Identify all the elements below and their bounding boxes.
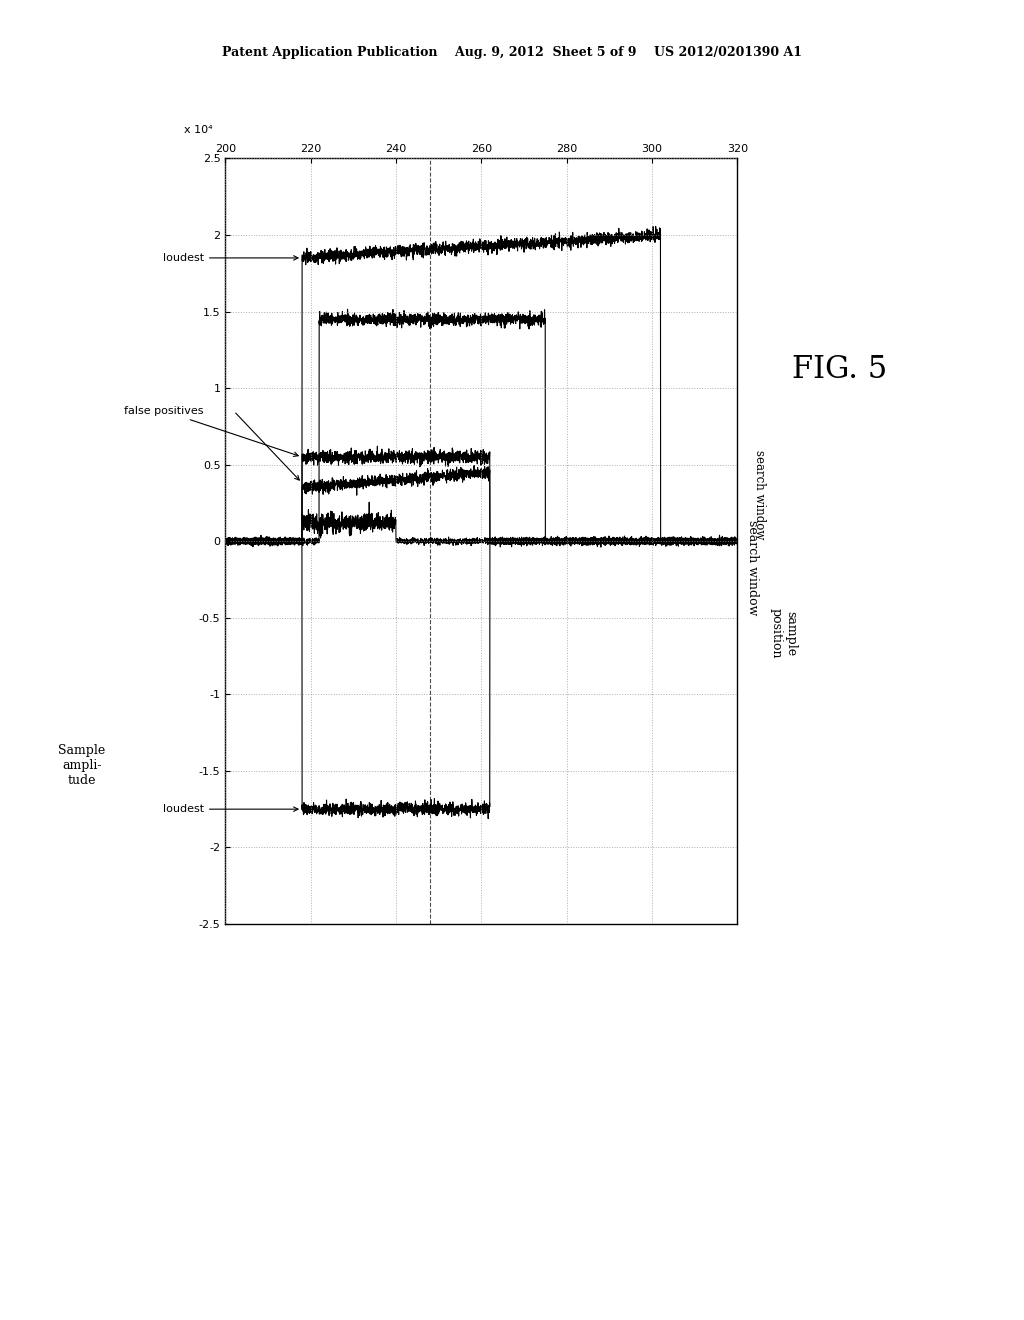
Text: loudest: loudest <box>163 253 298 263</box>
Text: sample
position: sample position <box>769 609 798 659</box>
Text: search window: search window <box>746 520 759 615</box>
Text: FIG. 5: FIG. 5 <box>792 354 888 385</box>
Text: x 10⁴: x 10⁴ <box>184 125 212 136</box>
Text: search window: search window <box>754 450 766 540</box>
Text: Sample
ampli-
tude: Sample ampli- tude <box>58 744 105 787</box>
Text: Patent Application Publication    Aug. 9, 2012  Sheet 5 of 9    US 2012/0201390 : Patent Application Publication Aug. 9, 2… <box>222 46 802 59</box>
Text: loudest: loudest <box>163 804 298 814</box>
Text: false positives: false positives <box>125 407 298 457</box>
